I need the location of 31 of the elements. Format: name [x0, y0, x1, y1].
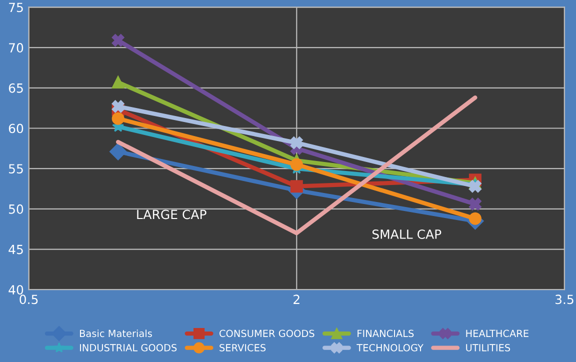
- point: [112, 100, 124, 113]
- legend-label: Basic Materials: [80, 330, 152, 338]
- legend-label: HEALTHCARE: [466, 330, 528, 338]
- legend-label: SERVICES: [220, 344, 266, 352]
- point: [110, 143, 127, 160]
- y-tick-label: 70: [9, 43, 24, 53]
- y-tick-label: 75: [9, 2, 23, 12]
- y-tick-label: 65: [8, 83, 23, 93]
- legend-label: INDUSTRIAL GOODS: [80, 344, 177, 352]
- y-tick-label: 50: [8, 204, 24, 214]
- point: [112, 112, 124, 125]
- y-tick-label: 40: [8, 285, 24, 295]
- x-tick-label: 0.5: [20, 294, 38, 304]
- legend-label: FINANCIALS: [358, 330, 414, 338]
- annotation: SMALL CAP: [372, 230, 442, 239]
- legend-label: UTILITIES: [466, 344, 510, 352]
- point: [112, 34, 124, 47]
- point: [290, 136, 303, 150]
- x-tick-label: 2: [294, 294, 300, 304]
- x-tick-label: 3.5: [555, 294, 574, 304]
- point: [468, 180, 482, 193]
- point: [290, 158, 303, 171]
- point: [468, 198, 482, 210]
- point: [290, 180, 303, 193]
- annotation: LARGE CAP: [137, 210, 206, 220]
- point: [112, 76, 124, 89]
- y-tick-label: 60: [8, 124, 24, 134]
- y-tick-label: 45: [8, 244, 23, 254]
- legend-label: CONSUMER GOODS: [220, 330, 314, 338]
- y-tick-label: 55: [8, 164, 23, 174]
- legend-label: TECHNOLOGY: [356, 344, 424, 352]
